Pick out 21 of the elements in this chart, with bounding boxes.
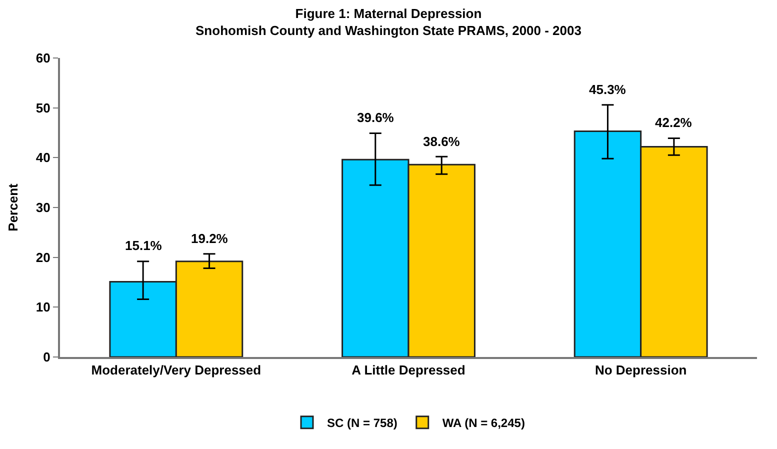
data-label: 45.3% xyxy=(589,82,626,97)
y-axis-title: Percent xyxy=(5,182,20,232)
data-label: 19.2% xyxy=(191,231,228,246)
chart-title: Figure 1: Maternal Depression xyxy=(295,6,482,21)
data-label: 39.6% xyxy=(357,110,394,125)
data-label: 38.6% xyxy=(423,134,460,149)
legend-label: SC (N = 758) xyxy=(327,416,398,430)
y-tick-label: 0 xyxy=(43,350,50,365)
y-tick-label: 30 xyxy=(36,200,50,216)
chart-subtitle: Snohomish County and Washington State PRAMS, 2000 - 2003 xyxy=(196,22,582,38)
x-tick-label: No Depression xyxy=(594,362,687,378)
y-tick-label: 10 xyxy=(36,300,50,315)
y-tick-label: 50 xyxy=(36,100,50,116)
x-tick-label: Moderately/Very Depressed xyxy=(91,362,262,378)
y-tick-label: 60 xyxy=(36,50,50,66)
data-label: 42.2% xyxy=(655,115,692,130)
y-tick-label: 20 xyxy=(36,250,50,265)
data-label: 15.1% xyxy=(125,238,162,253)
x-tick-label: A Little Depressed xyxy=(352,362,466,378)
legend-label: WA (N = 6,245) xyxy=(442,416,525,430)
y-tick-label: 40 xyxy=(36,150,50,166)
